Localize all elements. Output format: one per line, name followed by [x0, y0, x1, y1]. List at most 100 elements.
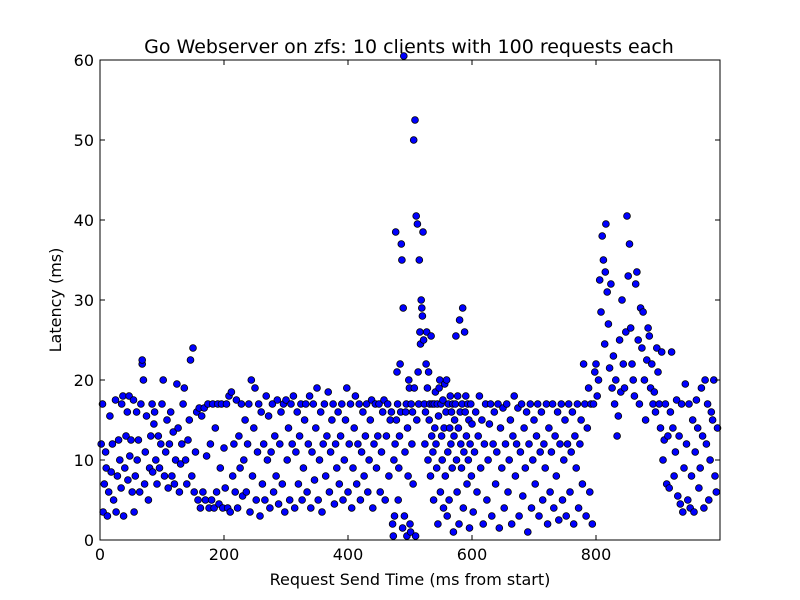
data-point-250	[394, 496, 403, 504]
data-point-438	[553, 408, 562, 416]
data-point-247	[392, 416, 401, 424]
data-point-555	[697, 384, 706, 392]
data-point-442	[558, 496, 567, 504]
data-point-347	[454, 424, 463, 432]
data-point-351	[456, 440, 465, 448]
data-point-451	[569, 520, 578, 528]
data-point-15	[114, 436, 123, 444]
data-point-95	[207, 496, 216, 504]
data-point-358	[461, 408, 470, 416]
data-point-233	[378, 408, 387, 416]
data-point-321	[438, 456, 447, 464]
data-point-173	[304, 440, 313, 448]
data-point-276	[410, 384, 419, 392]
data-point-513	[645, 332, 654, 340]
data-point-42	[142, 412, 151, 420]
data-point-180	[313, 384, 321, 392]
data-point-159	[287, 400, 295, 408]
data-point-206	[345, 440, 354, 448]
data-point-332	[445, 496, 453, 504]
data-point-417	[527, 504, 536, 512]
data-point-528	[664, 432, 672, 440]
data-point-481	[605, 364, 614, 372]
data-point-135	[257, 408, 266, 416]
data-point-18	[117, 400, 126, 408]
data-point-390	[494, 400, 502, 408]
data-point-265	[403, 424, 412, 432]
data-point-335	[447, 440, 455, 448]
data-point-354	[458, 304, 467, 312]
data-point-188	[323, 432, 331, 440]
data-point-323	[439, 504, 448, 512]
data-point-429	[542, 400, 551, 408]
data-point-73	[180, 384, 189, 392]
data-point-539	[677, 400, 686, 408]
data-point-285	[416, 328, 424, 336]
data-point-114	[231, 488, 240, 496]
data-point-236	[382, 432, 391, 440]
chart-title: Go Webserver on zfs: 10 clients with 100…	[144, 36, 674, 58]
data-point-215	[356, 496, 365, 504]
data-point-34	[134, 436, 143, 444]
data-point-540	[678, 508, 687, 516]
data-point-537	[675, 432, 683, 440]
data-point-140	[263, 456, 272, 464]
data-point-494	[621, 328, 630, 336]
data-point-302	[426, 472, 435, 480]
data-point-260	[400, 512, 409, 520]
data-point-355	[459, 504, 468, 512]
data-point-150	[275, 440, 284, 448]
data-point-130	[251, 384, 259, 392]
data-point-29	[129, 396, 138, 404]
data-point-373	[473, 488, 481, 496]
data-point-241	[388, 520, 397, 528]
data-point-341	[450, 416, 459, 424]
data-point-156	[283, 456, 292, 464]
data-point-216	[357, 448, 366, 456]
data-point-357	[460, 328, 469, 336]
data-point-146	[270, 432, 279, 440]
y-tick-label-0: 0	[84, 531, 94, 550]
data-point-469	[592, 360, 600, 368]
data-point-261	[401, 448, 409, 456]
data-point-32	[132, 408, 141, 416]
data-point-258	[399, 304, 408, 312]
data-point-568	[713, 424, 722, 432]
data-point-485	[610, 400, 619, 408]
data-point-326	[441, 472, 450, 480]
data-point-391	[495, 524, 504, 532]
data-point-375	[475, 392, 484, 400]
data-point-453	[572, 464, 580, 472]
data-point-40	[140, 480, 149, 488]
data-point-437	[552, 472, 561, 480]
data-point-9	[107, 468, 115, 476]
data-point-440	[556, 440, 564, 448]
data-point-207	[346, 400, 355, 408]
data-point-435	[549, 504, 558, 512]
data-point-363	[464, 456, 473, 464]
data-point-165	[294, 480, 303, 488]
data-point-499	[628, 360, 636, 368]
data-point-284	[415, 256, 424, 264]
data-point-111	[227, 388, 236, 396]
data-point-291	[419, 336, 428, 344]
data-point-349	[455, 316, 464, 324]
data-point-65	[170, 480, 179, 488]
data-point-356	[460, 448, 468, 456]
data-point-27	[127, 436, 135, 444]
data-point-320	[437, 432, 446, 440]
data-point-222	[365, 456, 373, 464]
data-point-419	[530, 416, 538, 424]
data-point-414	[523, 528, 532, 536]
data-point-166	[295, 432, 304, 440]
data-point-49	[150, 408, 159, 416]
data-point-316	[435, 384, 443, 392]
data-point-340	[450, 432, 458, 440]
data-point-383	[485, 420, 494, 428]
data-point-395	[500, 504, 509, 512]
data-point-145	[269, 488, 278, 496]
data-point-13	[112, 508, 120, 516]
x-tick-label-400: 400	[333, 545, 364, 564]
data-point-6	[103, 512, 112, 520]
